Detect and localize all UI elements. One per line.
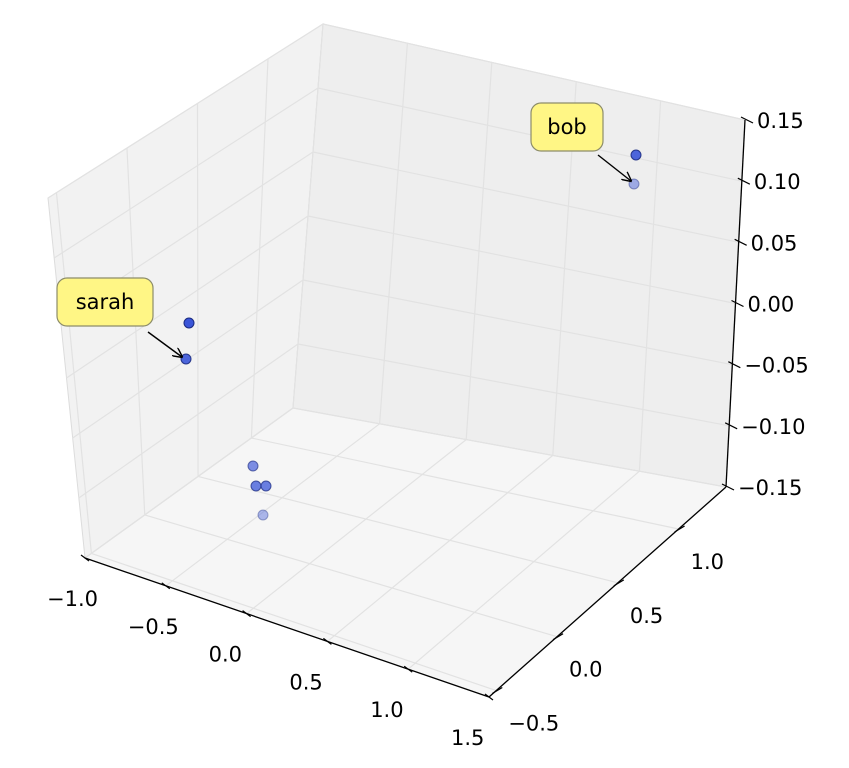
grid-line-x [407,470,640,670]
grid-line-z-right [312,151,739,243]
grid-line-z-left [66,215,309,379]
x-tick [484,693,494,701]
z-axis-line [725,119,746,488]
z-tick-label: 0.10 [754,170,801,194]
grid-line-z-right [322,23,746,121]
grid-line-z-left [47,23,324,199]
z-tick-label: 0.15 [757,109,804,133]
z-tick-label: −0.15 [738,476,802,500]
grid-line-x [246,439,467,615]
y-tick-label: 0.5 [630,604,663,628]
annotation-label: bob [547,115,587,139]
y-tick [552,633,564,641]
grid-line-y [91,552,497,692]
tick-marks [80,116,754,701]
z-tick-label: −0.05 [744,354,808,378]
z-tick [731,299,744,308]
x-tick-label: 0.5 [289,670,322,694]
annotation-box [530,102,604,152]
data-point [630,149,642,161]
x-tick [80,554,90,562]
x-axis-line [84,557,490,698]
y-tick-label: −0.5 [508,712,559,736]
z-tick [721,483,735,491]
grid-line-z-left [78,343,299,499]
grid-line-z-right [302,279,733,366]
grid-line-z-right [307,215,736,305]
z-tick-label: 0.05 [751,231,798,255]
data-point [180,353,192,365]
grid-line-x [327,454,554,642]
grid-line-z-left [53,87,319,259]
annotation-box [56,277,154,327]
annotation-label: sarah [76,290,135,314]
data-point [247,460,259,472]
z-tick-label: −0.10 [741,415,805,439]
z-tick [740,116,754,124]
z-tick [728,361,741,369]
annotations: bob sarah [56,102,631,357]
grid-lines [47,23,746,698]
grid-line-z-right [297,343,730,427]
annotation-arrow [147,331,182,357]
axis-lines [84,119,746,698]
x-tick [161,582,171,590]
grid-line-z-right [292,407,727,488]
y-tick [674,525,685,533]
back-right-pane [292,23,746,488]
tick-labels: −1.0 −0.5 0.0 0.5 1.0 1.5 −0.5 0.0 0.5 1.0 0.15 0.1… [47,109,809,750]
y-tick [491,687,503,695]
grid-line-z-right [317,87,742,182]
z-tick [734,238,747,246]
z-tick [724,422,738,430]
y-tick-label: 0.0 [569,658,602,682]
x-tick-label: 0.0 [209,643,242,667]
y-tick-label: 1.0 [691,550,724,574]
z-tick [737,177,751,185]
grid-line-x [165,423,380,587]
z-tick-label: 0.00 [748,293,795,317]
x-tick [323,637,332,645]
data-point [183,317,195,329]
grid-line-z-left [84,407,294,559]
y-tick [613,579,625,587]
x-tick [403,665,413,673]
x-tick-label: −1.0 [47,587,98,611]
y-axis-line [488,486,727,698]
data-point [250,480,262,492]
x-tick [242,610,251,618]
grid-line-y [251,437,679,530]
grid-line-y [197,475,618,584]
grid-line-y [144,514,558,638]
data-point [260,480,272,492]
data-point [257,509,269,521]
x-tick-label: 1.0 [370,698,403,722]
x-tick-label: 1.5 [451,726,484,750]
x-tick-label: −0.5 [128,615,179,639]
annotation-arrow [597,154,631,181]
